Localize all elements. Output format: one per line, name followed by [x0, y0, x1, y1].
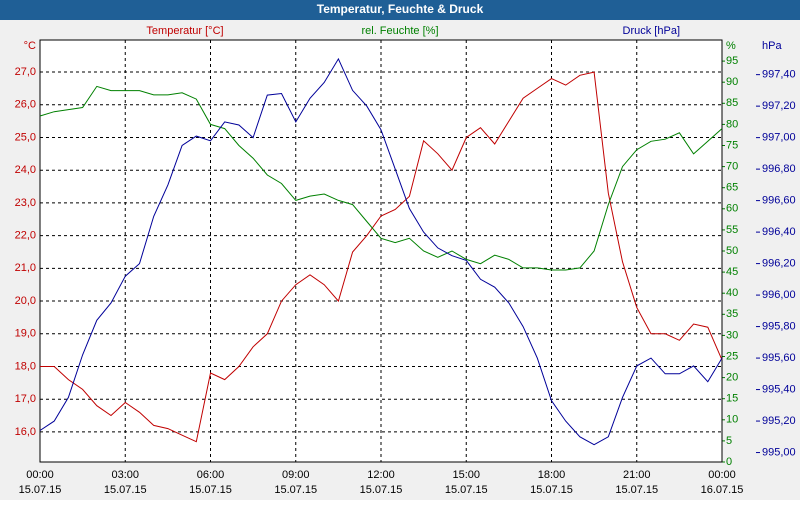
y-tick-label: 21,0 [15, 262, 36, 274]
x-tick-label: 09:00 [282, 469, 310, 481]
x-tick-label: 00:00 [708, 469, 736, 481]
y3-tick-label: 996,20 [762, 258, 796, 270]
y2-tick-label: 65 [726, 182, 738, 194]
y-tick-label: 17,0 [15, 393, 36, 405]
y2-tick-label: 50 [726, 245, 738, 257]
x-tick-label: 18:00 [538, 469, 566, 481]
y2-tick-label: 40 [726, 287, 738, 299]
y2-tick-label: 85 [726, 97, 738, 109]
y-tick-label: 24,0 [15, 164, 36, 176]
x-tick-date: 15.07.15 [104, 484, 147, 496]
y3-tick-label: 996,60 [762, 195, 796, 207]
y3-tick-label: 995,80 [762, 320, 796, 332]
y3-tick-label: 996,00 [762, 289, 796, 301]
chart-title: Temperatur, Feuchte & Druck [317, 2, 484, 16]
legend-label: Druck [hPa] [623, 25, 680, 37]
x-tick-date: 15.07.15 [530, 484, 573, 496]
x-tick-date: 15.07.15 [445, 484, 488, 496]
x-tick-label: 12:00 [367, 469, 395, 481]
y-axis-unit: °C [24, 40, 36, 52]
y2-tick-label: 25 [726, 350, 738, 362]
y2-tick-label: 45 [726, 266, 738, 278]
x-tick-date: 15.07.15 [615, 484, 658, 496]
y2-tick-label: 20 [726, 372, 738, 384]
legend-label: rel. Feuchte [%] [361, 25, 438, 37]
y3-tick-label: 996,80 [762, 163, 796, 175]
y3-tick-label: 996,40 [762, 226, 796, 238]
x-tick-date: 15.07.15 [19, 484, 62, 496]
y2-tick-label: 60 [726, 203, 738, 215]
y2-tick-label: 75 [726, 139, 738, 151]
y2-tick-label: 30 [726, 329, 738, 341]
x-tick-label: 06:00 [197, 469, 225, 481]
y-tick-label: 18,0 [15, 360, 36, 372]
y3-tick-label: 997,20 [762, 100, 796, 112]
y3-tick-label: 995,20 [762, 415, 796, 427]
y3-tick-label: 997,00 [762, 132, 796, 144]
x-tick-date: 15.07.15 [360, 484, 403, 496]
y2-tick-label: 95 [726, 55, 738, 67]
y2-tick-label: 0 [726, 456, 732, 468]
y3-tick-label: 995,60 [762, 352, 796, 364]
y-tick-label: 25,0 [15, 131, 36, 143]
x-tick-label: 15:00 [452, 469, 480, 481]
y2-tick-label: 15 [726, 393, 738, 405]
y2-tick-label: 10 [726, 414, 738, 426]
x-tick-label: 00:00 [26, 469, 54, 481]
legend-label: Temperatur [°C] [146, 25, 223, 37]
y3-tick-label: 995,40 [762, 383, 796, 395]
y2-tick-label: 5 [726, 435, 732, 447]
data-line [40, 71, 723, 443]
y2-tick-label: 90 [726, 76, 738, 88]
y-tick-label: 27,0 [15, 66, 36, 78]
data-line [39, 85, 723, 271]
x-tick-label: 21:00 [623, 469, 651, 481]
y2-tick-label: 35 [726, 308, 738, 320]
y-tick-label: 16,0 [15, 426, 36, 438]
y2-axis-unit: % [726, 40, 736, 52]
y-tick-label: 26,0 [15, 99, 36, 111]
y2-tick-label: 55 [726, 224, 738, 236]
y3-axis-unit: hPa [762, 40, 782, 52]
data-line [39, 57, 723, 446]
y3-tick-label: 997,40 [762, 69, 796, 81]
y-tick-label: 23,0 [15, 197, 36, 209]
y2-tick-label: 70 [726, 161, 738, 173]
x-tick-date: 15.07.15 [189, 484, 232, 496]
plot-border [39, 39, 723, 463]
y2-tick-label: 80 [726, 118, 738, 130]
y-tick-label: 19,0 [15, 328, 36, 340]
x-tick-date: 16.07.15 [701, 484, 744, 496]
y3-tick-label: 995,00 [762, 446, 796, 458]
x-tick-label: 03:00 [111, 469, 139, 481]
y-tick-label: 22,0 [15, 230, 36, 242]
y-tick-label: 20,0 [15, 295, 36, 307]
title-bar [0, 0, 800, 20]
x-tick-date: 15.07.15 [274, 484, 317, 496]
